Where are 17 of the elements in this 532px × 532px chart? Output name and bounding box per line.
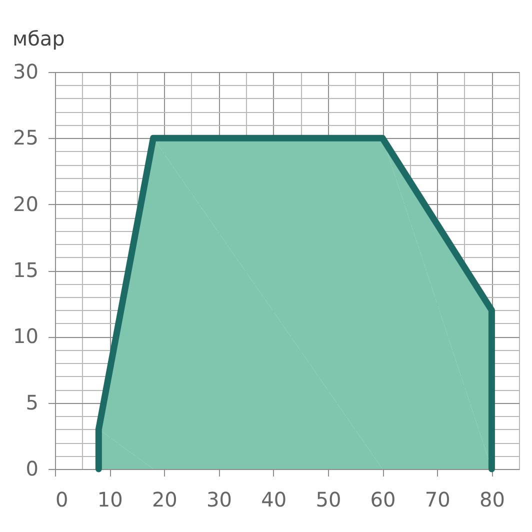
y-tick-label: 10 (13, 324, 38, 348)
y-axis-title: мбар (12, 26, 65, 50)
x-tick-label: 70 (424, 488, 450, 512)
y-tick-label: 30 (13, 60, 38, 84)
y-tick-label: 5 (26, 390, 38, 414)
x-tick-label: 0 (56, 488, 68, 512)
x-tick-label: 40 (261, 488, 287, 512)
x-tick-label: 80 (479, 488, 505, 512)
x-tick-label: 10 (97, 488, 123, 512)
y-tick-label: 25 (13, 126, 38, 150)
y-tick-label: 20 (13, 192, 38, 216)
y-tick-label: 15 (13, 258, 38, 282)
x-tick-label: 50 (316, 488, 342, 512)
x-tick-label: 20 (152, 488, 178, 512)
x-tick-label: 60 (370, 488, 396, 512)
x-tick-label: 30 (206, 488, 232, 512)
y-tick-label: 0 (26, 456, 38, 480)
